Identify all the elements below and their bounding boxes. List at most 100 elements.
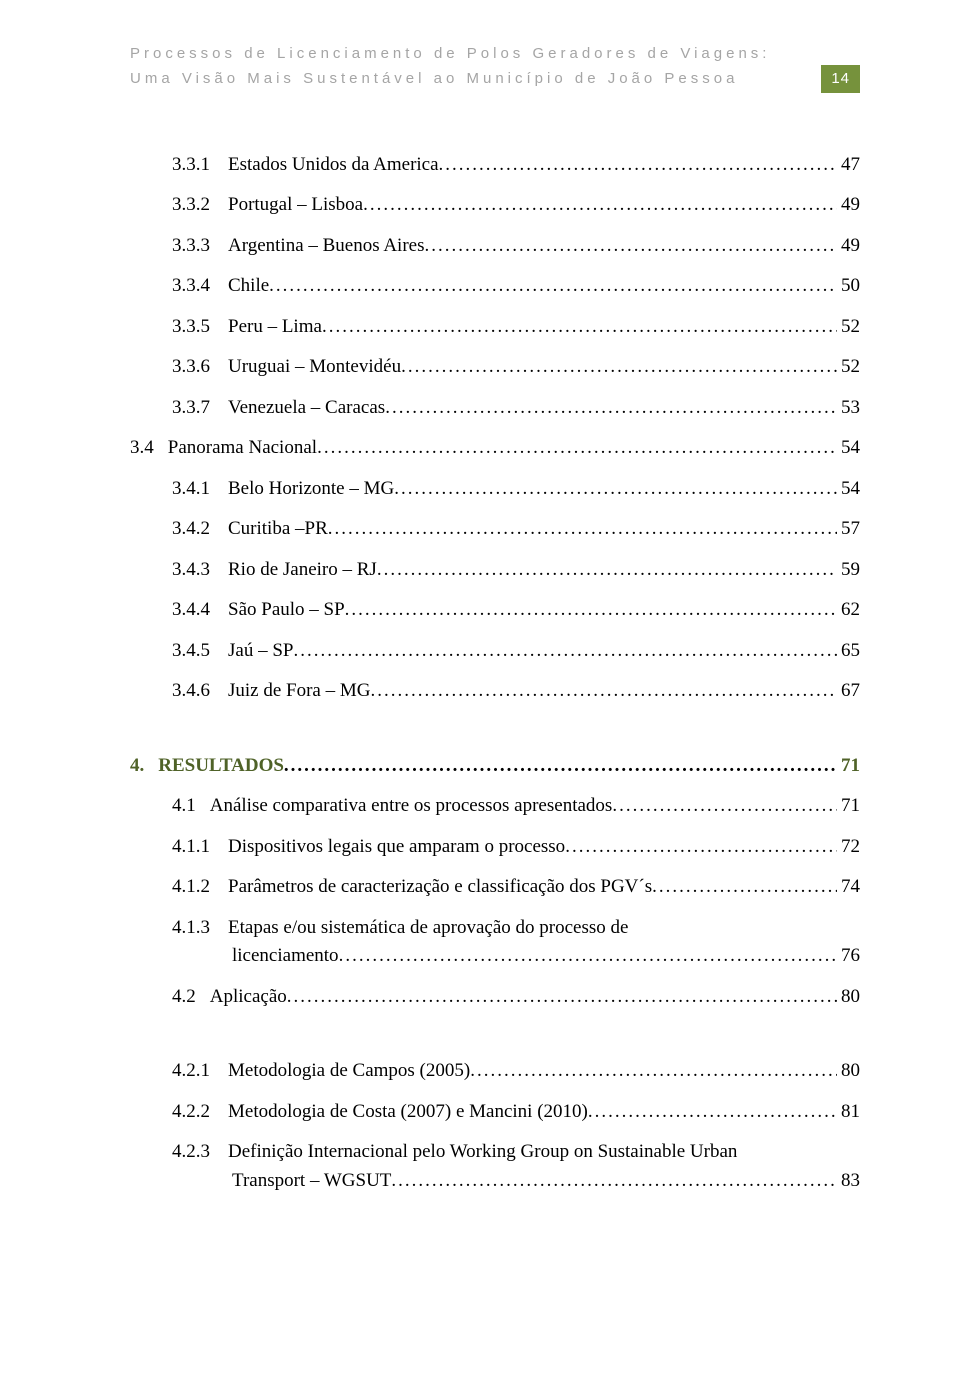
toc-num: 3.4.5 xyxy=(172,637,210,666)
toc-label-line1: Etapas e/ou sistemática de aprovação do … xyxy=(228,914,628,943)
toc-section-row: 4. RESULTADOS 71 xyxy=(130,752,860,781)
toc-page: 80 xyxy=(837,983,860,1012)
toc-leader xyxy=(385,394,837,423)
toc-leader xyxy=(588,1098,837,1127)
toc-row-multiline: 4.1.3 Etapas e/ou sistemática de aprovaç… xyxy=(130,914,860,971)
toc-num: 3.3.1 xyxy=(172,151,210,180)
toc-row: 4.1.1 Dispositivos legais que amparam o … xyxy=(130,833,860,862)
toc-page: 74 xyxy=(837,873,860,902)
page: Processos de Licenciamento de Polos Gera… xyxy=(0,0,960,1397)
toc-label: Metodologia de Campos (2005) xyxy=(228,1057,470,1086)
toc-page: 47 xyxy=(837,151,860,180)
toc-page: 52 xyxy=(837,313,860,342)
toc-leader xyxy=(565,833,837,862)
toc-row: 3.4.4 São Paulo – SP 62 xyxy=(130,596,860,625)
toc-page: 65 xyxy=(837,637,860,666)
toc-row: 3.3.5 Peru – Lima 52 xyxy=(130,313,860,342)
toc-leader xyxy=(377,556,837,585)
toc-label: Uruguai – Montevidéu xyxy=(228,353,401,382)
toc-leader xyxy=(370,677,837,706)
toc-leader xyxy=(322,313,837,342)
toc-label: Portugal – Lisboa xyxy=(228,191,363,220)
toc-row: 3.3.3 Argentina – Buenos Aires 49 xyxy=(130,232,860,261)
toc-label: Juiz de Fora – MG xyxy=(228,677,370,706)
toc-label: Análise comparativa entre os processos a… xyxy=(210,792,613,821)
toc-leader xyxy=(345,596,837,625)
toc-leader xyxy=(269,272,837,301)
toc-row: 4.2 Aplicação 80 xyxy=(130,983,860,1012)
toc-row: 4.2.1 Metodologia de Campos (2005) 80 xyxy=(130,1057,860,1086)
toc-row: 3.3.2 Portugal – Lisboa 49 xyxy=(130,191,860,220)
toc-label: Parâmetros de caracterização e classific… xyxy=(228,873,652,902)
toc-num: 3.4.6 xyxy=(172,677,210,706)
toc-num: 4.2.2 xyxy=(172,1098,210,1127)
toc-label: Jaú – SP xyxy=(228,637,293,666)
toc-row: 3.3.6 Uruguai – Montevidéu 52 xyxy=(130,353,860,382)
toc-num: 4.2.1 xyxy=(172,1057,210,1086)
header-line2-wrap: Uma Visão Mais Sustentável ao Município … xyxy=(130,65,860,92)
toc-section-label: RESULTADOS xyxy=(158,752,284,781)
running-header: Processos de Licenciamento de Polos Gera… xyxy=(130,42,860,93)
toc-num: 3.3.4 xyxy=(172,272,210,301)
toc-page: 71 xyxy=(837,752,860,781)
toc-label: Argentina – Buenos Aires xyxy=(228,232,425,261)
toc-leader xyxy=(284,752,837,781)
toc-leader xyxy=(391,1167,837,1196)
toc-page: 53 xyxy=(837,394,860,423)
toc-row: 3.4.1 Belo Horizonte – MG 54 xyxy=(130,475,860,504)
toc-leader xyxy=(652,873,837,902)
toc-leader xyxy=(287,983,837,1012)
toc-row: 4.2.2 Metodologia de Costa (2007) e Manc… xyxy=(130,1098,860,1127)
toc-num: 3.4.2 xyxy=(172,515,210,544)
toc-num: 3.3.3 xyxy=(172,232,210,261)
toc-num: 3.3.2 xyxy=(172,191,210,220)
toc-num: 4.2 xyxy=(172,983,196,1012)
toc-page: 59 xyxy=(837,556,860,585)
toc-row: 4.1.2 Parâmetros de caracterização e cla… xyxy=(130,873,860,902)
toc-page: 52 xyxy=(837,353,860,382)
toc-num: 3.3.7 xyxy=(172,394,210,423)
toc-leader xyxy=(328,515,837,544)
toc-page: 67 xyxy=(837,677,860,706)
toc-num: 3.4.1 xyxy=(172,475,210,504)
header-line2: Uma Visão Mais Sustentável ao Município … xyxy=(130,67,738,90)
toc-label-line1: Definição Internacional pelo Working Gro… xyxy=(228,1138,737,1167)
toc-num: 4.1.3 xyxy=(172,914,210,943)
toc-leader xyxy=(470,1057,837,1086)
toc-num: 3.4.3 xyxy=(172,556,210,585)
toc-label: São Paulo – SP xyxy=(228,596,345,625)
toc-row: 3.4.5 Jaú – SP 65 xyxy=(130,637,860,666)
toc-label: Peru – Lima xyxy=(228,313,322,342)
toc-label: Estados Unidos da America xyxy=(228,151,439,180)
toc-page: 54 xyxy=(837,475,860,504)
toc-label: Aplicação xyxy=(210,983,287,1012)
toc-leader xyxy=(317,434,837,463)
toc-leader xyxy=(612,792,837,821)
toc-row: 3.3.4 Chile 50 xyxy=(130,272,860,301)
toc-page: 81 xyxy=(837,1098,860,1127)
toc-page: 54 xyxy=(837,434,860,463)
toc-leader xyxy=(363,191,837,220)
toc-label: Curitiba –PR xyxy=(228,515,328,544)
toc-label: Chile xyxy=(228,272,269,301)
toc-label: Rio de Janeiro – RJ xyxy=(228,556,377,585)
header-line1: Processos de Licenciamento de Polos Gera… xyxy=(130,42,860,65)
toc-num: 4.1 xyxy=(172,792,196,821)
toc-leader xyxy=(394,475,837,504)
toc-page: 50 xyxy=(837,272,860,301)
toc-row: 4.1 Análise comparativa entre os process… xyxy=(130,792,860,821)
table-of-contents: 3.3.1 Estados Unidos da America 47 3.3.2… xyxy=(130,151,860,1196)
toc-page: 62 xyxy=(837,596,860,625)
toc-leader xyxy=(293,637,837,666)
toc-num: 3.3.6 xyxy=(172,353,210,382)
toc-num: 3.3.5 xyxy=(172,313,210,342)
toc-label-line2: licenciamento xyxy=(232,942,339,971)
toc-label: Belo Horizonte – MG xyxy=(228,475,394,504)
toc-num: 4.2.3 xyxy=(172,1138,210,1167)
toc-page: 72 xyxy=(837,833,860,862)
toc-section-num: 4. xyxy=(130,752,144,781)
toc-row: 3.4.6 Juiz de Fora – MG 67 xyxy=(130,677,860,706)
toc-leader xyxy=(339,942,837,971)
toc-num: 3.4.4 xyxy=(172,596,210,625)
toc-page: 76 xyxy=(837,942,860,971)
